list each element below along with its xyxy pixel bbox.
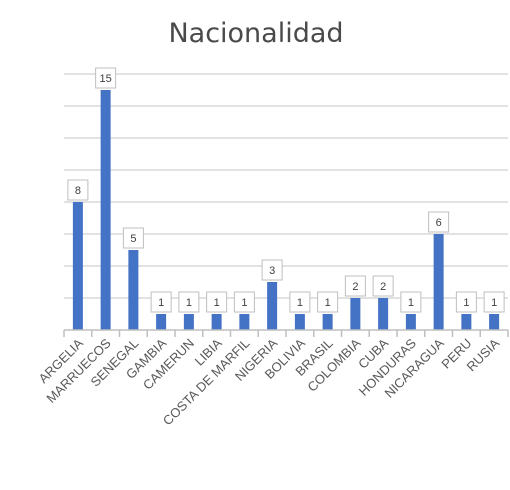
- data-label-text: 5: [130, 233, 136, 245]
- data-label-box: [178, 291, 200, 313]
- bar: [378, 298, 389, 330]
- data-label-box: [261, 259, 283, 281]
- bar: [211, 314, 222, 330]
- bar: [294, 314, 305, 330]
- data-label: 1: [233, 291, 255, 313]
- data-label: 1: [289, 291, 311, 313]
- data-label: 1: [178, 291, 200, 313]
- data-label: 1: [317, 291, 339, 313]
- data-label: 1: [206, 291, 228, 313]
- data-label-box: [455, 291, 477, 313]
- data-label: 1: [400, 291, 422, 313]
- bar: [239, 314, 250, 330]
- data-label-text: 15: [100, 73, 112, 85]
- bar: [72, 202, 83, 330]
- data-label: 6: [428, 211, 450, 233]
- data-label: 1: [483, 291, 505, 313]
- data-label-text: 2: [380, 281, 386, 293]
- data-label-text: 1: [325, 297, 331, 309]
- data-label-box: [344, 275, 366, 297]
- data-label-box: [233, 291, 255, 313]
- bar: [322, 314, 333, 330]
- data-label-text: 1: [186, 297, 192, 309]
- data-label-box: [67, 179, 89, 201]
- data-label: 2: [372, 275, 394, 297]
- data-label-text: 2: [352, 281, 358, 293]
- bar: [489, 314, 500, 330]
- bar: [183, 314, 194, 330]
- bar: [156, 314, 167, 330]
- data-label-text: 1: [241, 297, 247, 309]
- bar: [433, 234, 444, 330]
- data-label-box: [122, 227, 144, 249]
- data-label: 8: [67, 179, 89, 201]
- data-label-box: [317, 291, 339, 313]
- bar: [100, 90, 111, 330]
- bar: [405, 314, 416, 330]
- bar: [350, 298, 361, 330]
- bars: [72, 90, 500, 330]
- data-label-text: 1: [408, 297, 414, 309]
- data-label-box: [400, 291, 422, 313]
- data-label-text: 1: [214, 297, 220, 309]
- category-labels: ARGELIAMARRUECOSSENEGALGAMBIACAMERUNLIBI…: [36, 335, 503, 428]
- data-label-text: 1: [158, 297, 164, 309]
- data-label-text: 1: [297, 297, 303, 309]
- data-label: 5: [122, 227, 144, 249]
- data-label-box: [289, 291, 311, 313]
- data-label: 15: [95, 67, 117, 89]
- data-label: 1: [455, 291, 477, 313]
- data-label: 2: [344, 275, 366, 297]
- data-label-box: [150, 291, 172, 313]
- data-label-box: [428, 211, 450, 233]
- data-label-text: 8: [75, 185, 81, 197]
- data-label-text: 3: [269, 265, 275, 277]
- data-label-text: 1: [491, 297, 497, 309]
- data-label-box: [483, 291, 505, 313]
- data-label-box: [372, 275, 394, 297]
- chart-title: Nacionalidad: [168, 18, 343, 49]
- data-label-box: [206, 291, 228, 313]
- bar: [461, 314, 472, 330]
- data-label: 3: [261, 259, 283, 281]
- data-label-text: 1: [463, 297, 469, 309]
- x-axis: [63, 329, 509, 337]
- data-label-box: [95, 67, 117, 89]
- data-label-text: 6: [436, 217, 442, 229]
- bar: [128, 250, 139, 330]
- bar: [267, 282, 278, 330]
- data-label: 1: [150, 291, 172, 313]
